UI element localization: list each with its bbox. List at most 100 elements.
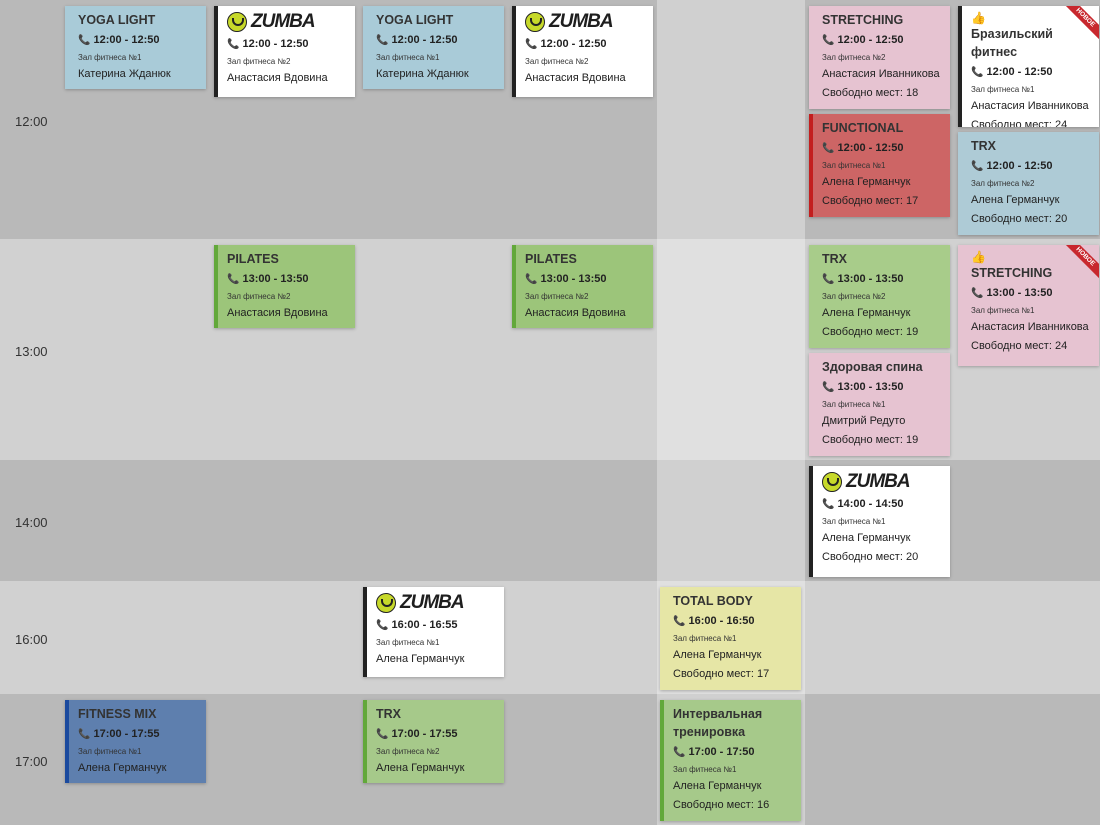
class-card-functional[interactable]: FUNCTIONAL 📞 12:00 - 12:50 Зал фитнеса №1…	[809, 114, 950, 217]
class-trainer: Алена Германчук	[673, 780, 762, 792]
phone-icon: 📞	[971, 67, 984, 78]
phone-icon: 📞	[673, 747, 686, 758]
class-trainer: Алена Германчук	[822, 176, 911, 188]
class-trainer: Анастасия Вдовина	[525, 307, 626, 319]
class-title: Бразильский фитнес	[971, 27, 1053, 59]
class-trainer: Алена Германчук	[376, 762, 465, 774]
phone-icon: 📞	[525, 39, 538, 50]
phone-icon: 📞	[822, 274, 835, 285]
phone-icon: 📞	[673, 616, 686, 627]
class-time: 17:00 - 17:50	[688, 746, 755, 758]
class-trainer: Алена Германчук	[971, 194, 1060, 206]
class-room: Зал фитнеса №2	[227, 57, 291, 66]
class-room: Зал фитнеса №1	[673, 765, 737, 774]
phone-icon: 📞	[78, 35, 91, 46]
phone-icon: 📞	[227, 39, 240, 50]
class-room: Зал фитнеса №1	[822, 400, 886, 409]
thumbs-up-icon[interactable]: 👍	[971, 11, 986, 25]
free-spots: Свободно мест: 24	[971, 340, 1068, 352]
class-card-trx[interactable]: TRX 📞 17:00 - 17:55 Зал фитнеса №2 Алена …	[363, 700, 504, 783]
phone-icon: 📞	[971, 161, 984, 172]
class-card-stretching[interactable]: НОВОЕ 👍 STRETCHING 📞 13:00 - 13:50 Зал фи…	[958, 245, 1099, 366]
zumba-logo: ZUMBA	[227, 11, 349, 33]
free-spots: Свободно мест: 19	[822, 326, 919, 338]
class-card-trx[interactable]: TRX 📞 12:00 - 12:50 Зал фитнеса №2 Алена …	[958, 132, 1099, 235]
class-room: Зал фитнеса №2	[971, 179, 1035, 188]
zumba-ball-icon	[376, 593, 396, 613]
thumbs-up-icon[interactable]: 👍	[971, 250, 986, 264]
free-spots: Свободно мест: 17	[822, 195, 919, 207]
time-label-14: 14:00	[15, 515, 48, 530]
class-title: STRETCHING	[822, 13, 904, 27]
class-time: 12:00 - 12:50	[837, 34, 904, 46]
class-card-pilates[interactable]: PILATES 📞 13:00 - 13:50 Зал фитнеса №2 Ан…	[214, 245, 355, 328]
zumba-ball-icon	[227, 12, 247, 32]
class-card-stretching[interactable]: STRETCHING 📞 12:00 - 12:50 Зал фитнеса №2…	[809, 6, 950, 109]
class-card-yoga-light[interactable]: YOGA LIGHT 📞 12:00 - 12:50 Зал фитнеса №1…	[363, 6, 504, 89]
class-time: 13:00 - 13:50	[986, 287, 1053, 299]
time-label-17: 17:00	[15, 754, 48, 769]
class-time: 16:00 - 16:55	[391, 619, 458, 631]
phone-icon: 📞	[376, 35, 389, 46]
class-trainer: Катерина Жданюк	[376, 68, 469, 80]
class-card-zumba[interactable]: ZUMBA 📞 12:00 - 12:50 Зал фитнеса №2 Анас…	[214, 6, 355, 97]
class-card-fitness-mix[interactable]: FITNESS MIX 📞 17:00 - 17:55 Зал фитнеса №…	[65, 700, 206, 783]
zumba-ball-icon	[822, 472, 842, 492]
time-label-13: 13:00	[15, 344, 48, 359]
class-card-zumba[interactable]: ZUMBA 📞 12:00 - 12:50 Зал фитнеса №2 Анас…	[512, 6, 653, 97]
free-spots: Свободно мест: 16	[673, 799, 770, 811]
class-trainer: Дмитрий Редуто	[822, 415, 906, 427]
class-trainer: Катерина Жданюк	[78, 68, 171, 80]
class-card-zumba[interactable]: ZUMBA 📞 14:00 - 14:50 Зал фитнеса №1 Ален…	[809, 466, 950, 577]
class-time: 12:00 - 12:50	[986, 66, 1053, 78]
class-room: Зал фитнеса №2	[227, 292, 291, 301]
class-trainer: Алена Германчук	[673, 649, 762, 661]
class-room: Зал фитнеса №1	[376, 638, 440, 647]
class-card-zumba[interactable]: ZUMBA 📞 16:00 - 16:55 Зал фитнеса №1 Ален…	[363, 587, 504, 677]
class-card-healthy-back[interactable]: Здоровая спина 📞 13:00 - 13:50 Зал фитнес…	[809, 353, 950, 456]
class-trainer: Анастасия Иванникова	[822, 68, 940, 80]
class-time: 13:00 - 13:50	[837, 273, 904, 285]
class-title: FUNCTIONAL	[822, 121, 904, 135]
class-title: TRX	[971, 139, 996, 153]
class-room: Зал фитнеса №1	[376, 53, 440, 62]
class-room: Зал фитнеса №1	[78, 747, 142, 756]
class-card-interval-training[interactable]: Интервальная тренировка 📞 17:00 - 17:50 З…	[660, 700, 801, 821]
free-spots: Свободно мест: 19	[822, 434, 919, 446]
class-title: PILATES	[525, 252, 577, 266]
time-label-16: 16:00	[15, 632, 48, 647]
class-room: Зал фитнеса №1	[971, 306, 1035, 315]
class-time: 12:00 - 12:50	[93, 34, 160, 46]
class-time: 12:00 - 12:50	[391, 34, 458, 46]
class-title: STRETCHING	[971, 266, 1053, 280]
class-room: Зал фитнеса №2	[822, 53, 886, 62]
free-spots: Свободно мест: 24	[971, 119, 1068, 127]
class-card-brazilian-fitness[interactable]: НОВОЕ 👍 Бразильский фитнес 📞 12:00 - 12:5…	[958, 6, 1099, 127]
class-title: YOGA LIGHT	[78, 13, 156, 27]
zumba-logo: ZUMBA	[822, 471, 944, 493]
class-room: Зал фитнеса №2	[376, 747, 440, 756]
class-time: 13:00 - 13:50	[837, 381, 904, 393]
class-time: 17:00 - 17:55	[391, 728, 458, 740]
class-time: 17:00 - 17:55	[93, 728, 160, 740]
phone-icon: 📞	[525, 274, 538, 285]
class-time: 13:00 - 13:50	[242, 273, 309, 285]
class-trainer: Анастасия Иванникова	[971, 321, 1089, 333]
class-trainer: Анастасия Вдовина	[227, 307, 328, 319]
free-spots: Свободно мест: 20	[822, 551, 919, 563]
class-card-total-body[interactable]: TOTAL BODY 📞 16:00 - 16:50 Зал фитнеса №1…	[660, 587, 801, 690]
class-time: 12:00 - 12:50	[242, 38, 309, 50]
zumba-logo: ZUMBA	[376, 592, 498, 614]
phone-icon: 📞	[971, 288, 984, 299]
free-spots: Свободно мест: 17	[673, 668, 770, 680]
phone-icon: 📞	[376, 620, 389, 631]
class-card-trx[interactable]: TRX 📞 13:00 - 13:50 Зал фитнеса №2 Алена …	[809, 245, 950, 348]
class-card-pilates[interactable]: PILATES 📞 13:00 - 13:50 Зал фитнеса №2 Ан…	[512, 245, 653, 328]
class-title: Интервальная тренировка	[673, 707, 763, 739]
phone-icon: 📞	[376, 729, 389, 740]
class-room: Зал фитнеса №2	[525, 292, 589, 301]
class-time: 14:00 - 14:50	[837, 498, 904, 510]
class-title: TRX	[376, 707, 401, 721]
class-card-yoga-light[interactable]: YOGA LIGHT 📞 12:00 - 12:50 Зал фитнеса №1…	[65, 6, 206, 89]
row-bg-16	[0, 581, 1100, 694]
